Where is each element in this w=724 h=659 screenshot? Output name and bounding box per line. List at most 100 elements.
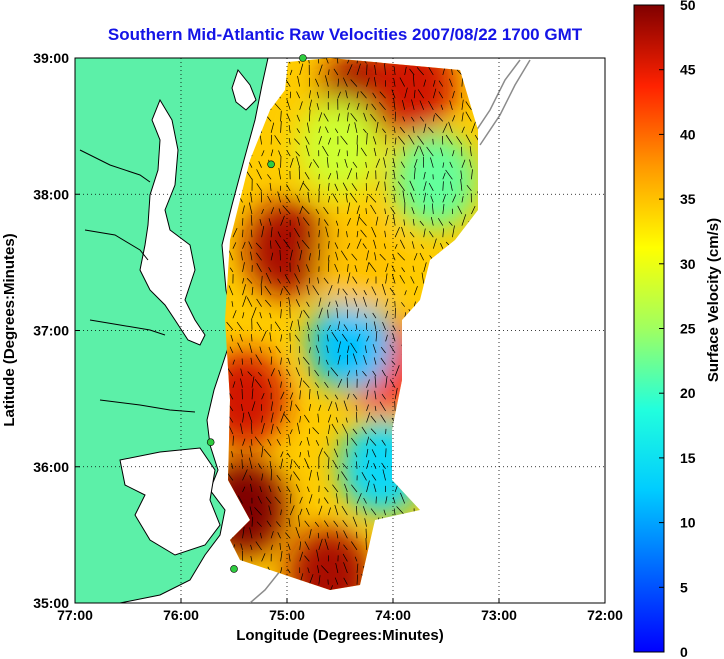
velocity-vector bbox=[385, 263, 389, 272]
velocity-vector bbox=[324, 126, 329, 134]
velocity-vector bbox=[366, 389, 369, 400]
velocity-vector bbox=[364, 345, 367, 354]
velocity-vector bbox=[240, 368, 243, 377]
velocity-vector bbox=[280, 411, 285, 423]
velocity-vector bbox=[397, 135, 405, 145]
velocity-vector bbox=[270, 401, 274, 411]
velocity-vector bbox=[247, 371, 253, 377]
velocity-vector bbox=[318, 173, 320, 180]
velocity-vector bbox=[449, 78, 453, 87]
velocity-vector bbox=[461, 126, 465, 134]
velocity-vector bbox=[260, 283, 262, 296]
velocity-vector bbox=[347, 123, 350, 133]
velocity-vector bbox=[280, 551, 283, 562]
velocity-vector bbox=[461, 214, 467, 226]
velocity-vector bbox=[283, 239, 291, 249]
velocity-vector bbox=[316, 390, 320, 400]
velocity-vector bbox=[242, 526, 245, 539]
velocity-vector bbox=[417, 89, 424, 99]
velocity-vector bbox=[242, 295, 247, 307]
colorbar-tick-label: 10 bbox=[680, 515, 696, 531]
velocity-vector bbox=[413, 145, 419, 157]
velocity-hotspot bbox=[225, 350, 287, 447]
velocity-vector bbox=[345, 296, 348, 307]
velocity-vector bbox=[324, 58, 329, 64]
velocity-vector bbox=[333, 448, 339, 458]
velocity-vector bbox=[299, 551, 304, 562]
velocity-vector bbox=[289, 429, 293, 435]
velocity-vector bbox=[280, 309, 282, 319]
velocity-vector bbox=[308, 231, 310, 238]
velocity-vector bbox=[368, 262, 377, 273]
velocity-vector bbox=[323, 206, 329, 215]
velocity-vector bbox=[327, 69, 330, 76]
velocity-vector bbox=[333, 520, 339, 527]
velocity-vector bbox=[331, 423, 339, 435]
velocity-vector bbox=[323, 113, 329, 122]
velocity-vector bbox=[393, 194, 396, 203]
velocity-vector bbox=[355, 172, 358, 180]
velocity-vector bbox=[254, 379, 262, 388]
velocity-vector bbox=[381, 439, 386, 446]
velocity-vector bbox=[423, 228, 426, 238]
velocity-vector bbox=[369, 438, 377, 446]
velocity-vector bbox=[423, 171, 426, 180]
velocity-vector bbox=[303, 309, 310, 319]
velocity-vector bbox=[299, 180, 305, 191]
velocity-vector bbox=[372, 136, 377, 145]
velocity-vector bbox=[318, 447, 323, 458]
velocity-vector bbox=[324, 486, 329, 493]
velocity-vector bbox=[351, 253, 358, 261]
velocity-vector bbox=[366, 195, 368, 203]
velocity-vector bbox=[293, 471, 300, 481]
velocity-vector bbox=[232, 435, 234, 446]
velocity-vector bbox=[318, 307, 323, 319]
velocity-vector bbox=[346, 231, 348, 238]
velocity-vector bbox=[402, 100, 406, 110]
velocity-vector bbox=[366, 132, 368, 145]
colorbar-tick-label: 15 bbox=[680, 450, 696, 466]
velocity-vector bbox=[370, 428, 377, 435]
velocity-vector bbox=[322, 145, 329, 157]
velocity-vector bbox=[232, 242, 237, 249]
velocity-vector bbox=[432, 88, 437, 99]
velocity-vector bbox=[327, 424, 331, 435]
velocity-vector bbox=[265, 496, 272, 504]
velocity-vector bbox=[304, 520, 310, 527]
x-tick-label: 77:00 bbox=[57, 607, 93, 623]
velocity-vector bbox=[268, 346, 272, 354]
velocity-vector bbox=[257, 495, 262, 504]
velocity-vector bbox=[280, 509, 282, 516]
velocity-vector bbox=[267, 174, 272, 180]
velocity-vector bbox=[307, 191, 310, 203]
velocity-vector bbox=[382, 321, 386, 330]
velocity-vector bbox=[276, 474, 281, 481]
velocity-vector bbox=[255, 242, 262, 249]
velocity-vector bbox=[401, 267, 405, 273]
velocity-vector bbox=[259, 486, 262, 493]
colorbar-tick-label: 45 bbox=[680, 62, 696, 78]
velocity-vector bbox=[299, 541, 302, 550]
velocity-vector bbox=[417, 135, 424, 145]
velocity-vector bbox=[248, 241, 253, 249]
velocity-vector bbox=[379, 102, 386, 111]
x-tick-label: 74:00 bbox=[375, 607, 411, 623]
velocity-vector bbox=[442, 172, 446, 180]
velocity-vector bbox=[287, 357, 291, 365]
velocity-vector bbox=[304, 414, 310, 423]
y-tick-label: 36:00 bbox=[33, 459, 69, 475]
velocity-vector bbox=[232, 359, 235, 365]
velocity-vector bbox=[397, 181, 405, 192]
velocity-vector bbox=[347, 112, 349, 122]
river-3 bbox=[89, 319, 166, 336]
velocity-vector bbox=[288, 137, 291, 145]
velocity-vector bbox=[246, 278, 253, 284]
velocity-vector bbox=[361, 472, 367, 481]
velocity-vector bbox=[337, 288, 340, 296]
velocity-vector bbox=[299, 496, 303, 504]
velocity-vector bbox=[350, 113, 358, 122]
velocity-vector bbox=[287, 543, 291, 551]
velocity-vector bbox=[356, 493, 362, 504]
velocity-vector bbox=[326, 157, 329, 168]
velocity-vector bbox=[334, 183, 339, 191]
